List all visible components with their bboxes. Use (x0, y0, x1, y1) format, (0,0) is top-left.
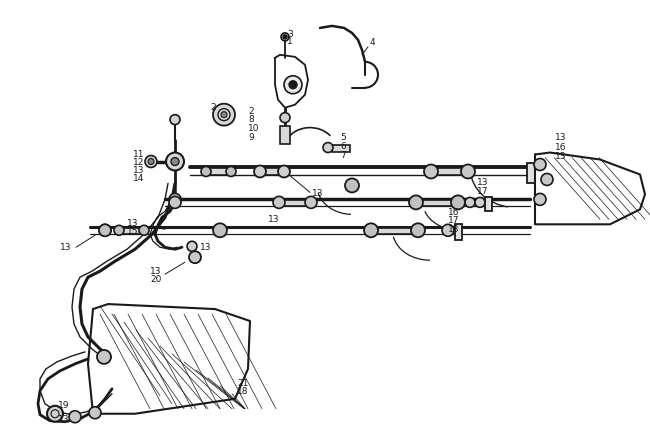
Circle shape (226, 167, 236, 176)
Text: 13: 13 (555, 133, 567, 142)
Text: 17: 17 (448, 216, 460, 225)
Circle shape (145, 155, 157, 167)
Circle shape (289, 81, 297, 89)
Text: 13: 13 (58, 415, 70, 424)
Text: 16: 16 (555, 143, 567, 152)
Circle shape (364, 223, 378, 237)
Text: 2: 2 (210, 103, 216, 112)
Text: 13: 13 (133, 166, 144, 175)
Circle shape (534, 193, 546, 205)
Circle shape (534, 158, 546, 170)
Text: 1: 1 (287, 37, 292, 46)
Circle shape (541, 173, 553, 185)
Bar (455, 225, 462, 240)
Text: 13: 13 (150, 267, 161, 276)
Circle shape (451, 196, 465, 209)
Bar (332, 144, 350, 152)
Bar (527, 164, 535, 184)
Circle shape (461, 164, 475, 178)
Text: 2: 2 (248, 107, 254, 116)
Circle shape (169, 196, 181, 208)
Circle shape (139, 225, 149, 235)
Circle shape (89, 407, 101, 419)
Text: 7: 7 (340, 151, 346, 160)
Circle shape (465, 197, 475, 207)
Circle shape (114, 225, 124, 235)
Text: 13: 13 (477, 178, 489, 187)
Text: 13: 13 (555, 152, 567, 161)
Circle shape (201, 167, 211, 176)
Bar (415, 200, 460, 206)
Bar (264, 169, 286, 176)
Circle shape (442, 225, 454, 236)
Text: 11: 11 (133, 150, 144, 159)
Text: 6: 6 (340, 142, 346, 151)
Circle shape (280, 112, 290, 123)
Circle shape (305, 196, 317, 208)
Circle shape (148, 158, 154, 164)
Circle shape (284, 76, 302, 94)
Text: 9: 9 (248, 133, 254, 142)
Text: 13: 13 (268, 215, 280, 224)
Circle shape (254, 165, 266, 178)
Text: 5: 5 (340, 133, 346, 142)
Circle shape (213, 104, 235, 126)
Text: 14: 14 (133, 174, 144, 183)
Text: 12: 12 (133, 158, 144, 167)
Text: 8: 8 (248, 115, 254, 124)
Circle shape (187, 241, 197, 251)
Circle shape (69, 411, 81, 423)
Text: 18: 18 (237, 387, 248, 396)
Circle shape (99, 225, 111, 236)
Circle shape (99, 225, 111, 236)
Text: 13: 13 (448, 225, 460, 234)
Bar (118, 228, 146, 234)
Circle shape (281, 33, 289, 41)
Text: 21: 21 (237, 379, 248, 389)
Bar (280, 126, 290, 144)
Circle shape (411, 223, 425, 237)
Circle shape (273, 196, 285, 208)
Text: 16: 16 (448, 208, 460, 217)
Bar (205, 169, 233, 176)
Text: 13: 13 (127, 219, 138, 228)
Text: 3: 3 (287, 30, 292, 39)
Circle shape (409, 196, 423, 209)
Text: 13: 13 (312, 189, 324, 198)
Circle shape (278, 165, 290, 178)
Circle shape (213, 223, 227, 237)
Text: 13: 13 (200, 243, 211, 252)
Circle shape (189, 251, 201, 263)
Text: 13: 13 (60, 243, 72, 252)
Circle shape (47, 406, 63, 422)
Bar (278, 200, 313, 206)
Circle shape (166, 153, 184, 170)
Bar (370, 228, 420, 234)
Bar (430, 169, 470, 176)
Text: 15: 15 (127, 227, 138, 236)
Circle shape (345, 178, 359, 193)
Text: 10: 10 (248, 124, 259, 133)
Circle shape (424, 164, 438, 178)
Circle shape (323, 143, 333, 153)
Text: 4: 4 (370, 38, 376, 47)
Circle shape (171, 158, 179, 165)
Text: 20: 20 (150, 275, 161, 284)
Text: 17: 17 (477, 187, 489, 196)
Circle shape (475, 197, 485, 207)
Circle shape (97, 350, 111, 364)
Circle shape (283, 35, 287, 39)
Text: 19: 19 (58, 401, 70, 410)
Circle shape (169, 193, 181, 205)
Circle shape (170, 115, 180, 125)
Circle shape (221, 112, 227, 118)
Bar (485, 197, 492, 211)
